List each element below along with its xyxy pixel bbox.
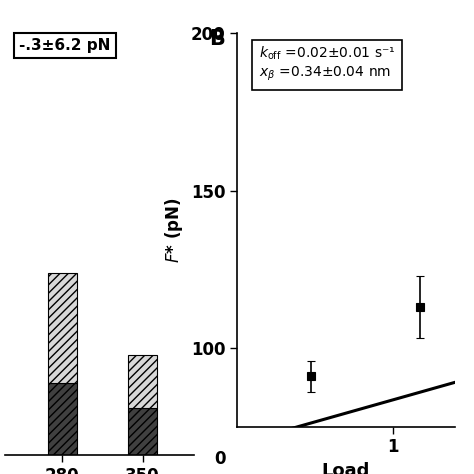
Bar (128, 355, 157, 408)
Text: 0: 0 (214, 450, 225, 468)
Text: $k_{\mathrm{off}}$ =0.02±0.01 s⁻¹
$x_{\beta}$ =0.34±0.04 nm: $k_{\mathrm{off}}$ =0.02±0.01 s⁻¹ $x_{\b… (259, 45, 395, 83)
Text: -.3±6.2 pN: -.3±6.2 pN (19, 38, 110, 53)
Bar (48, 383, 77, 455)
Bar (128, 408, 157, 455)
Text: B: B (209, 29, 225, 49)
Y-axis label: $\mathit{F}$* (pN): $\mathit{F}$* (pN) (163, 197, 185, 263)
Bar (48, 273, 77, 383)
X-axis label: Load: Load (322, 462, 370, 474)
